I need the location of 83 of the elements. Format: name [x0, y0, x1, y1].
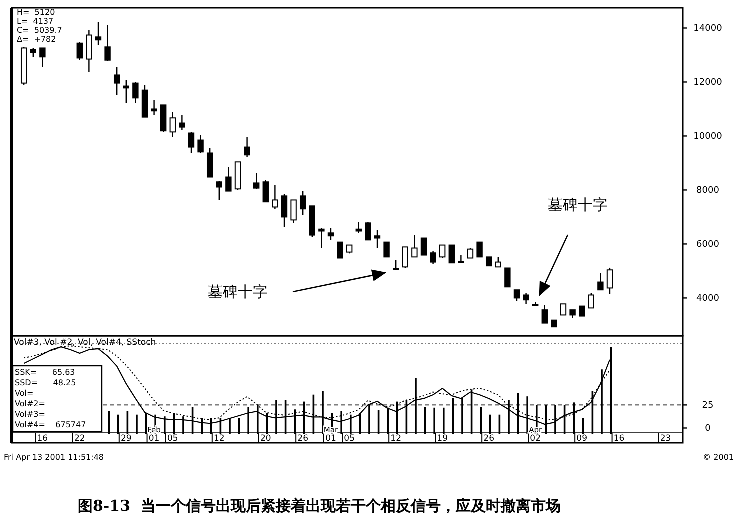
candlestick: [402, 246, 408, 269]
candlestick: [606, 267, 614, 296]
annotation: Vol#3=: [15, 410, 46, 419]
annotation: Vol=: [15, 389, 34, 398]
candlestick: [253, 172, 260, 190]
candlestick: [40, 48, 46, 68]
candlestick: [412, 234, 418, 258]
x-tick-label: 20: [260, 434, 272, 444]
candlestick: [300, 190, 306, 216]
candlestick: [430, 250, 436, 265]
candlestick: [504, 268, 511, 288]
x-tick-label: 23: [660, 434, 672, 444]
candlestick: [495, 256, 502, 268]
y-tick-label: 4000: [696, 294, 720, 304]
annotation: C= 5039.7: [17, 26, 62, 35]
text: 图8-13 当一个信号出现后紧接着出现若干个相反信号，应及时撤离市场: [78, 497, 561, 515]
x-tick-label: 05: [167, 434, 178, 444]
candlestick: [560, 304, 567, 316]
text: © 2001: [703, 453, 734, 462]
y-tick-label: 10000: [694, 132, 723, 142]
candlestick: [281, 194, 288, 228]
candlestick: [318, 228, 325, 249]
candlestick: [448, 244, 455, 264]
candlestick: [542, 304, 548, 324]
candlestick: [95, 22, 102, 46]
candlestick: [226, 166, 232, 192]
x-tick-label: 19: [437, 434, 448, 444]
candlestick: [384, 242, 390, 258]
candlestick: [598, 272, 604, 291]
annotation: Vol#2=: [15, 400, 46, 408]
candlestick: [244, 136, 250, 158]
candlestick: [262, 180, 269, 203]
x-tick-label: 12: [390, 434, 402, 444]
candlestick: [374, 230, 381, 249]
candlestick: [188, 132, 195, 154]
candlestick: [588, 292, 594, 309]
candlestick: [365, 222, 372, 241]
y-tick-label: 25: [702, 401, 714, 412]
candlestick: [114, 66, 120, 96]
candlestick: [76, 42, 83, 61]
annotation: SSD= 48.25: [15, 378, 76, 388]
candlestick: [198, 134, 204, 154]
candlestick: [170, 112, 176, 138]
annotation: 墓碑十字: [208, 283, 268, 301]
candlestick: [356, 222, 362, 234]
y-tick-label: 0: [705, 424, 712, 434]
candlestick: [420, 238, 428, 256]
candlestick: [272, 184, 278, 210]
candlestick: [132, 82, 139, 104]
chart-title: Vol#3, Vol #2, Vol, Vol#4, SStoch: [14, 338, 156, 348]
x-tick-label: 26: [298, 434, 309, 444]
candlestick: [514, 290, 520, 302]
candlestick: [179, 114, 186, 131]
candlestick: [578, 306, 586, 317]
candlestick: [337, 242, 344, 259]
x-tick-label: 26: [484, 434, 495, 444]
x-tick-label: 29: [120, 434, 132, 444]
x-tick-label: 05: [344, 434, 356, 444]
x-tick-label: 22: [74, 434, 86, 444]
candlestick: [290, 200, 297, 224]
candlestick: [216, 180, 222, 201]
text: Fri Apr 13 2001 11:51:48: [4, 453, 104, 462]
x-tick-label: 09: [576, 434, 588, 444]
annotation: L= 4137: [17, 17, 54, 26]
candlestick: [476, 242, 483, 258]
candlestick: [439, 244, 446, 259]
candlestick: [467, 248, 474, 259]
x-tick-label: 16: [614, 434, 625, 444]
y-tick-label: 6000: [696, 240, 720, 250]
y-tick-label: 12000: [694, 78, 723, 88]
annotation: 墓碑十字: [548, 196, 608, 214]
x-tick-label: 12: [214, 434, 225, 444]
annotation: Vol#4= 675747: [15, 420, 86, 430]
y-tick-label: 14000: [694, 24, 723, 34]
candlestick: [328, 228, 334, 241]
candlestick: [523, 292, 530, 305]
candlestick: [104, 24, 111, 62]
x-tick-label: 16: [37, 434, 48, 444]
annotation: Δ= +782: [17, 35, 56, 44]
candlestick: [151, 100, 158, 116]
annotation: SSK= 65.63: [15, 368, 76, 377]
y-tick-label: 8000: [696, 186, 720, 196]
annotation: H= 5120: [17, 8, 56, 17]
